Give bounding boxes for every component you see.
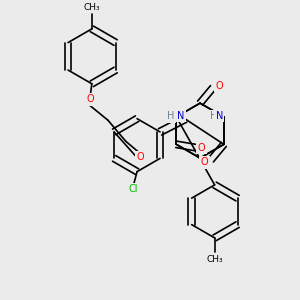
Text: O: O [86,94,94,104]
Text: N: N [216,111,223,121]
Text: H: H [167,111,175,122]
Text: H: H [210,111,217,121]
Text: N: N [177,111,184,121]
Text: O: O [198,142,205,153]
Text: O: O [215,81,223,91]
Text: CH₃: CH₃ [83,3,100,12]
Text: Cl: Cl [128,184,138,194]
Text: O: O [136,152,144,162]
Text: CH₃: CH₃ [206,255,223,264]
Text: O: O [201,158,208,167]
